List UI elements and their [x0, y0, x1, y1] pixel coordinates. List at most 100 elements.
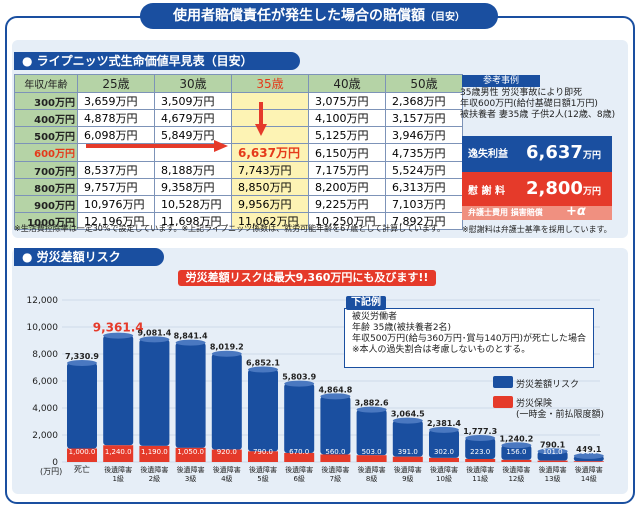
page-title: 使用者賠償責任が発生した場合の賠償額（目安）	[140, 3, 498, 29]
reference-line: 被扶養者 妻35歳 子供2人(12歳、8歳)	[460, 110, 616, 120]
value-cell: 6,637万円	[231, 143, 309, 162]
insurance-bar	[175, 447, 206, 462]
category-label: 後遺障害	[321, 465, 349, 474]
risk-value-label: 2,381.4	[427, 419, 461, 428]
example-line: 被災労働者	[352, 312, 398, 322]
insurance-bar	[465, 458, 496, 462]
insurance-value-label: 156.0	[506, 448, 526, 456]
value-cell: 4,679万円	[154, 109, 232, 127]
category-label: 2級	[149, 474, 160, 483]
category-label: 3級	[185, 474, 196, 483]
example-text: 被災労働者 年齢 35歳(被扶養者2名) 年収500万円(給与360万円･賞与1…	[352, 312, 586, 356]
value-cell: 3,946万円	[385, 126, 463, 144]
y-tick-label: 6,000	[32, 377, 58, 387]
insurance-bar	[392, 456, 423, 462]
value-cell: 11,698万円	[154, 212, 232, 230]
table-row: 500万円 6,098万円 5,849万円 5,125万円 3,946万円	[14, 126, 463, 144]
reference-note: ※慰謝料は弁護士基準を採用しています。	[462, 225, 612, 234]
category-label: 13級	[545, 474, 561, 483]
table-header-row: 年収/年齢 25歳 30歳 35歳 40歳 50歳	[14, 74, 463, 93]
insurance-bar	[139, 445, 170, 462]
income-cell: 1000万円	[14, 212, 78, 230]
risk-value-label: 790.1	[540, 440, 566, 449]
risk-bar	[320, 396, 351, 455]
risk-banner: 労災差額リスクは最大9,360万円にも及びます!!	[178, 270, 436, 286]
category-label: 後遺障害	[285, 465, 313, 474]
bar-top-cap	[103, 332, 134, 339]
consolation-value: 2,800万円	[526, 178, 601, 199]
y-tick-label: 4,000	[32, 404, 58, 414]
risk-value-label: 449.1	[576, 445, 602, 454]
category-label: 後遺障害	[502, 465, 530, 474]
insurance-bar	[284, 452, 315, 462]
age-header: 40歳	[308, 74, 386, 93]
category-label: 8級	[366, 474, 377, 483]
value-cell: 7,892万円	[385, 212, 463, 230]
risk-value-label: 1,777.3	[463, 427, 497, 436]
bar-top-cap	[67, 360, 97, 367]
insurance-bar	[356, 455, 387, 462]
category-label: 14級	[581, 474, 597, 483]
arrow-down-icon	[255, 102, 267, 136]
bar-top-cap	[284, 380, 315, 387]
y-tick-label: 0	[52, 458, 58, 468]
bar-top-cap	[501, 442, 532, 449]
example-box	[344, 308, 594, 368]
risk-bar	[429, 429, 459, 458]
risk-value-label: 9,081.4	[137, 328, 171, 337]
income-cell: 700万円	[14, 161, 78, 179]
insurance-value-label: 1,190.0	[141, 448, 168, 456]
risk-bar	[356, 409, 387, 456]
risk-value-label: 4,864.8	[318, 385, 352, 394]
value-cell: 9,358万円	[154, 178, 232, 196]
category-label: 7級	[330, 474, 341, 483]
category-label: 後遺障害	[575, 465, 603, 474]
risk-value-label: 8,019.2	[210, 343, 244, 352]
value-cell: 7,743万円	[231, 161, 309, 179]
value-cell: 4,878万円	[77, 109, 155, 127]
category-label: 後遺障害	[104, 465, 132, 474]
consolation-label: 慰 謝 料	[468, 186, 505, 197]
category-label: 後遺障害	[177, 465, 205, 474]
insurance-value-label: 920.0	[217, 448, 237, 456]
category-label: 後遺障害	[539, 465, 567, 474]
insurance-value-label: 1,050.0	[177, 448, 204, 456]
value-cell: 4,735万円	[385, 143, 463, 162]
risk-bar	[284, 383, 315, 453]
legend-insurance-swatch	[493, 396, 513, 408]
risk-section-title: ● 労災差額リスク	[14, 248, 164, 266]
category-label: 5級	[257, 474, 268, 483]
example-line: 年収500万円(給与360万円･賞与140万円)が死亡した場合	[352, 334, 587, 344]
value-cell: 10,250万円	[308, 212, 386, 230]
category-label: 後遺障害	[249, 465, 277, 474]
bar-top-cap	[139, 336, 170, 343]
corner-label: 年収/年齢	[14, 74, 78, 93]
insurance-value-label: 56.0	[581, 448, 597, 456]
consolation-band: 慰 謝 料 2,800万円	[462, 172, 612, 206]
risk-value-label: 8,841.4	[174, 332, 208, 341]
category-label: 4級	[221, 474, 232, 483]
income-cell: 400万円	[14, 109, 78, 127]
reference-line: 35歳男性 労災事故により即死	[460, 88, 583, 98]
age-header: 30歳	[154, 74, 232, 93]
value-cell: 6,098万円	[77, 126, 155, 144]
category-label: 後遺障害	[140, 465, 168, 474]
age-header: 50歳	[385, 74, 463, 93]
category-label: 11級	[472, 474, 488, 483]
insurance-bar	[248, 451, 278, 462]
risk-value-label: 9,361.4	[93, 321, 144, 335]
risk-bar	[465, 438, 496, 459]
insurance-bar	[320, 454, 351, 462]
bar-top-cap	[392, 417, 423, 424]
risk-bar	[392, 420, 423, 457]
risk-bar	[103, 335, 134, 446]
risk-bar	[211, 353, 242, 450]
category-label: 後遺障害	[430, 465, 458, 474]
category-label: 死亡	[74, 464, 90, 474]
risk-bar	[67, 363, 97, 449]
insurance-value-label: 560.0	[325, 448, 345, 456]
insurance-bar	[573, 461, 604, 462]
category-label: 後遺障害	[394, 465, 422, 474]
bar-top-cap	[320, 393, 351, 400]
